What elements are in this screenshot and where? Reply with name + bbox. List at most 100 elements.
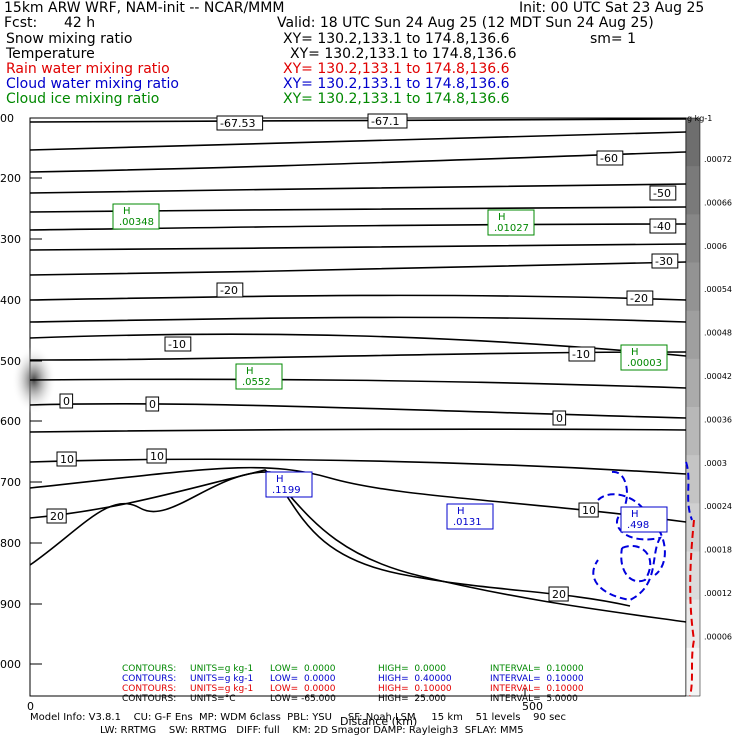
field-name-cloud-ice: Cloud ice mixing ratio: [6, 91, 160, 107]
contour-info-interval: INTERVAL= 5.0000: [490, 694, 578, 704]
field-xy-cloud-ice: XY= 130.2,133.1 to 174.8,136.6: [283, 91, 510, 107]
colorbar-swatch: [686, 214, 700, 263]
init-time: Init: 00 UTC Sat 23 Aug 25: [519, 0, 705, 16]
isotherm-line: [29, 316, 687, 323]
contour-label-box: [164, 336, 192, 352]
contour-info-interval: INTERVAL= 0.10000: [490, 664, 584, 674]
maximum-letter: H: [631, 509, 639, 520]
fcst-value: 42 h: [64, 15, 96, 31]
isotherm-line: [29, 378, 687, 389]
colorbar-swatch: [686, 310, 700, 360]
contour-info-high: HIGH= 0.0000: [378, 664, 446, 674]
contour-label: -67.53: [220, 117, 255, 130]
contour-label-box: [552, 410, 567, 426]
contour-label: -60: [600, 152, 618, 165]
colorbar-swatch: [686, 647, 700, 697]
cloud-water-contour: [685, 461, 693, 521]
contour-label-box: [548, 586, 569, 602]
colorbar-swatch: [686, 118, 700, 167]
contour-info-low: LOW= -65.000: [270, 694, 336, 704]
contour-label-box: [216, 115, 264, 131]
contour-label: 0: [556, 412, 563, 425]
contour-label: 10: [60, 453, 74, 466]
contour-label: 0: [149, 398, 156, 411]
maximum-box: [620, 506, 668, 533]
x-axis-tick-label: 500: [522, 700, 543, 713]
y-axis-tick-label: 000: [0, 658, 21, 671]
colorbar-swatch: [686, 166, 700, 215]
contour-label-box: [59, 393, 74, 409]
y-axis-tick-label: 200: [0, 172, 21, 185]
colorbar-swatch: [686, 455, 700, 504]
colorbar-tick-label: .00066: [704, 198, 732, 207]
colorbar-tick-label: .00042: [704, 372, 732, 381]
contour-label: -40: [653, 220, 671, 233]
y-axis-tick-label: 300: [0, 233, 21, 246]
maximum-letter: H: [123, 206, 131, 217]
contour-info-prefix: CONTOURS:: [122, 664, 177, 674]
isotherm-line: [29, 183, 687, 194]
cloud-water-contour: [592, 470, 662, 602]
isotherm-line: [29, 151, 687, 173]
contour-labels: -67.53 -67.1 -60 -50 -40 -30 -20 -20 -10 -10 0 0 0 10…: [46, 113, 679, 602]
y-axis-tick-label: 800: [0, 537, 21, 550]
x-axis-tick-label: 0: [27, 700, 34, 713]
colorbar-swatch: [686, 262, 700, 312]
maximum-box: [112, 203, 160, 230]
maximum-letter: H: [276, 474, 284, 485]
maximum-value: .00003: [627, 358, 662, 369]
contour-info-high: HIGH= 25.000: [378, 694, 446, 704]
colorbar-tick-label: .00072: [704, 155, 732, 164]
maximum-value: .0552: [242, 377, 271, 388]
field-xy-snow: XY= 130.2,133.1 to 174.8,136.6: [283, 31, 510, 47]
maximum-letter: H: [631, 347, 639, 358]
maximum-box: [235, 363, 283, 390]
contour-label: -67.1: [371, 115, 399, 128]
colorbar-tick-label: .00006: [704, 632, 732, 641]
isotherm-line: [29, 469, 687, 623]
maximum-letter: H: [246, 366, 254, 377]
maxima-boxes: H.00348 H.01027H.0552H.00003H.1199H.0131H…: [112, 203, 668, 533]
colorbar-tick-label: .00054: [704, 285, 732, 294]
field-name-temperature: Temperature: [6, 46, 95, 62]
field-xy-temperature: XY= 130.2,133.1 to 174.8,136.6: [290, 46, 517, 62]
contour-label-box: [145, 396, 160, 412]
contour-label: 10: [582, 504, 596, 517]
contour-info-high: HIGH= 0.10000: [378, 684, 452, 694]
isotherm-line: [29, 118, 687, 123]
rain-contour: [689, 519, 696, 697]
maximum-value: .1199: [272, 485, 301, 496]
isotherm-line: [29, 131, 687, 151]
colorbar-swatch: [686, 503, 700, 552]
isotherm-line: [29, 294, 687, 301]
contour-info-high: HIGH= 0.40000: [378, 674, 452, 684]
maximum-letter: H: [457, 506, 465, 517]
contour-info-prefix: CONTOURS:: [122, 674, 177, 684]
contour-label-box: [367, 113, 408, 129]
y-axis-tick-label: 900: [0, 598, 21, 611]
colorbar: .00072 .00066 .0006 .00054 .00048 .00042 .0003…: [685, 117, 732, 697]
colorbar-unit: g kg-1: [687, 114, 712, 123]
field-xy-cloud-water: XY= 130.2,133.1 to 174.8,136.6: [283, 76, 510, 92]
colorbar-tick-label: .00024: [704, 502, 732, 511]
maximum-value: .01027: [494, 223, 529, 234]
contour-label-box: [649, 185, 677, 201]
contour-label-box: [596, 150, 624, 166]
maximum-value: .00348: [119, 217, 154, 228]
contour-info-low: LOW= 0.0000: [270, 674, 336, 684]
contour-label: -10: [572, 348, 590, 361]
colorbar-tick-label: .0003: [704, 459, 727, 468]
contour-label: -50: [653, 187, 671, 200]
contour-label-box: [568, 346, 596, 362]
contour-label: 20: [50, 510, 64, 523]
maximum-letter: H: [498, 212, 506, 223]
field-xy-rain: XY= 130.2,133.1 to 174.8,136.6: [283, 61, 510, 77]
colorbar-tick-label: .00018: [704, 546, 732, 555]
colorbar-tick-label: .00012: [704, 589, 732, 598]
colorbar-swatch: [686, 551, 700, 601]
contour-info-low: LOW= 0.0000: [270, 684, 336, 694]
isotherm-line: [29, 403, 687, 419]
contour-info-interval: INTERVAL= 0.10000: [490, 684, 584, 694]
contour-info-interval: INTERVAL= 0.10000: [490, 674, 584, 684]
